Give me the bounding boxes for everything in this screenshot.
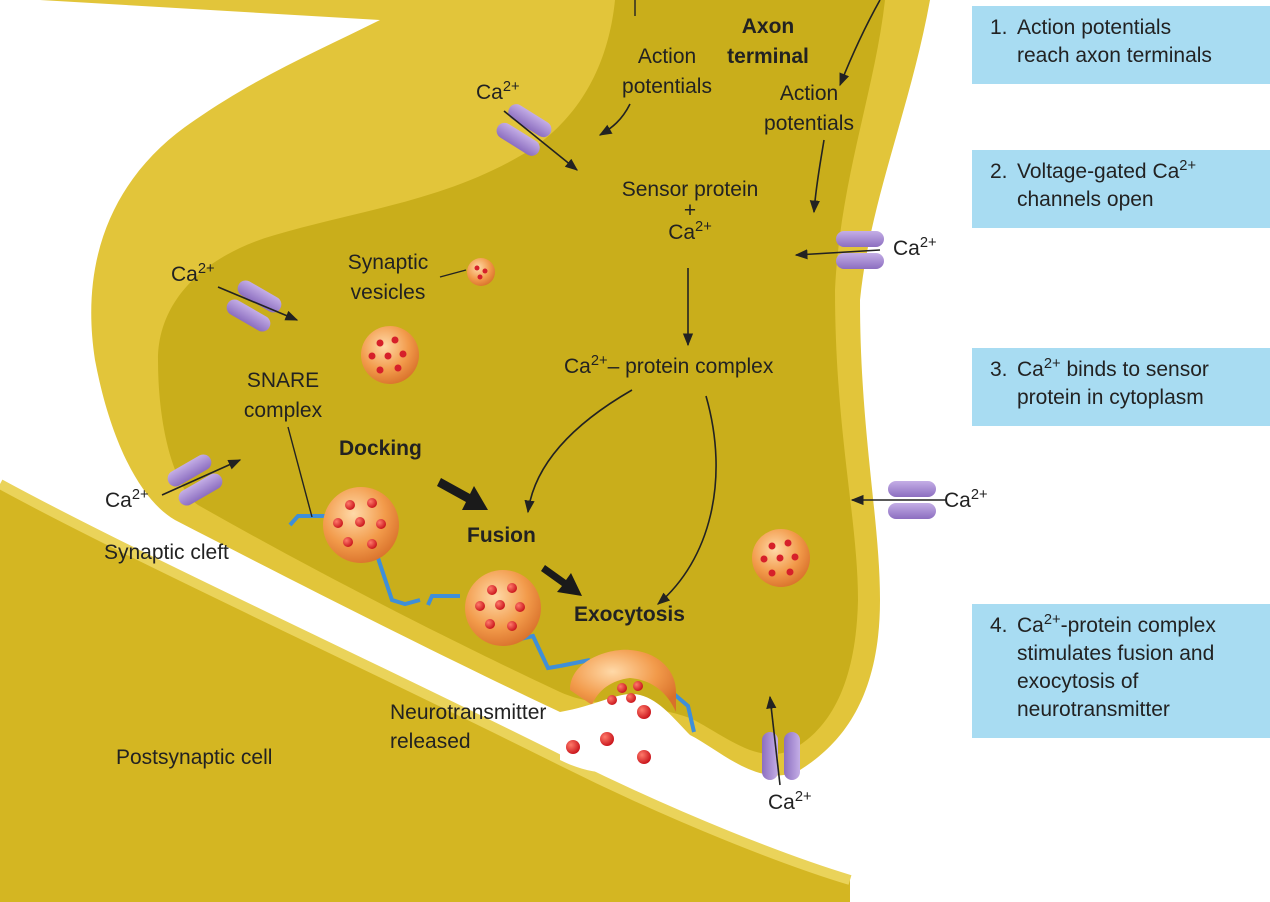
pathway-arrows — [524, 268, 717, 605]
step-number: 1. — [990, 16, 1008, 39]
action-potentials-label-left: Action potentials — [604, 42, 730, 102]
fusion-arrow — [541, 565, 582, 596]
exocytosis-label: Exocytosis — [574, 603, 685, 626]
neurotransmitter-molecules — [566, 681, 651, 764]
neurotransmitter-line1: Neurotransmitter — [390, 701, 547, 724]
vesicle-docking — [323, 487, 399, 563]
ca-label-top: Ca2+ — [476, 79, 520, 104]
step-number: 3. — [990, 358, 1008, 381]
docking-arrow — [437, 478, 488, 510]
fusion-label: Fusion — [467, 524, 536, 547]
step-box-1: 1. Action potentials reach axon terminal… — [972, 6, 1270, 84]
sensor-protein-label: Sensor protein + Ca2+ — [598, 175, 782, 247]
ca-label-bottom: Ca2+ — [768, 789, 812, 814]
plus-sign: + — [683, 199, 697, 222]
action-potentials-line2: potentials — [764, 112, 854, 135]
cleft-opening — [560, 693, 690, 773]
snare-line2: complex — [243, 399, 323, 422]
step-box-2: 2. Voltage-gated Ca2+ channels open — [972, 150, 1270, 228]
action-potentials-label-right: Action potentials — [746, 79, 872, 139]
axon-terminal-line1: Axon — [741, 15, 795, 38]
step-box-3: 3. Ca2+ binds to sensor protein in cytop… — [972, 348, 1270, 426]
neurotransmitter-released-label: Neurotransmitter released — [390, 698, 546, 756]
axon-terminal-line2: terminal — [727, 45, 809, 68]
snare-complex-label: SNARE complex — [228, 366, 338, 426]
step-text: Ca2+ binds to sensor protein in cytoplas… — [1017, 356, 1209, 409]
ca-label-left: Ca2+ — [171, 261, 215, 286]
ca-label-lower-right: Ca2+ — [944, 487, 988, 512]
vesicle-fusion — [465, 570, 541, 646]
exocytosis-vesicle — [570, 649, 676, 712]
protein-complex-label: Ca2+– protein complex — [564, 353, 774, 378]
sensor-ca-text: Ca2+ — [668, 219, 712, 244]
axon-terminal-label: Axon terminal — [708, 12, 828, 72]
action-potentials-line1: Action — [779, 82, 839, 105]
label-leader-lines — [287, 0, 636, 518]
action-potential-arrows — [598, 0, 881, 214]
ca-entry-arrows — [161, 110, 946, 786]
step-text: Ca2+-protein complex stimulates fusion a… — [1017, 612, 1216, 721]
postsynaptic-cell-label: Postsynaptic cell — [116, 746, 273, 769]
ca-label-right: Ca2+ — [893, 235, 937, 260]
docking-label: Docking — [339, 437, 422, 460]
synaptic-cleft-label: Synaptic cleft — [104, 541, 229, 564]
vesicle-small — [467, 258, 495, 286]
neurotransmitter-line2: released — [390, 730, 471, 753]
postsynaptic-membrane — [0, 479, 852, 885]
step-text: Action potentials reach axon terminals — [1017, 16, 1212, 67]
vesicle-3 — [752, 529, 810, 587]
action-potentials-line1: Action — [637, 45, 697, 68]
synaptic-vesicles-line2: vesicles — [350, 281, 426, 304]
sensor-protein-text: Sensor protein — [621, 178, 759, 201]
vesicle-1 — [361, 326, 419, 384]
action-potentials-line2: potentials — [622, 75, 712, 98]
step-number: 2. — [990, 160, 1008, 183]
ca-label-lower-left: Ca2+ — [105, 487, 149, 512]
synaptic-vesicles-label: Synaptic vesicles — [328, 248, 448, 308]
synaptic-vesicles-line1: Synaptic — [347, 251, 429, 274]
step-number: 4. — [990, 614, 1008, 637]
snare-line1: SNARE — [246, 369, 320, 392]
step-text: Voltage-gated Ca2+ channels open — [1017, 158, 1197, 211]
step-box-4: 4. Ca2+-protein complex stimulates fusio… — [972, 604, 1270, 738]
axon-cytoplasm — [158, 0, 885, 755]
